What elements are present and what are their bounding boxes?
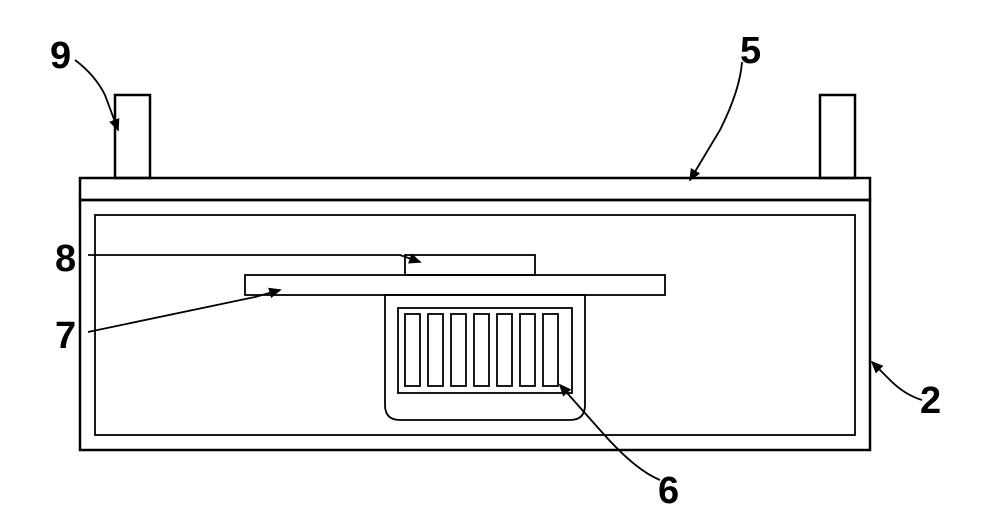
leader-5 bbox=[690, 62, 742, 180]
diagram-container: 9 5 8 7 2 6 bbox=[0, 0, 1000, 517]
leader-8 bbox=[88, 255, 420, 262]
leader-7 bbox=[88, 290, 280, 332]
label-5: 5 bbox=[740, 30, 761, 73]
label-6: 6 bbox=[658, 470, 679, 513]
leader-9 bbox=[75, 60, 118, 130]
label-8: 8 bbox=[55, 238, 76, 281]
label-2: 2 bbox=[920, 380, 941, 423]
leader-2 bbox=[872, 362, 922, 400]
leader-6 bbox=[560, 385, 660, 480]
label-9: 9 bbox=[50, 35, 71, 78]
schematic-svg bbox=[0, 0, 1000, 517]
label-7: 7 bbox=[55, 315, 76, 358]
